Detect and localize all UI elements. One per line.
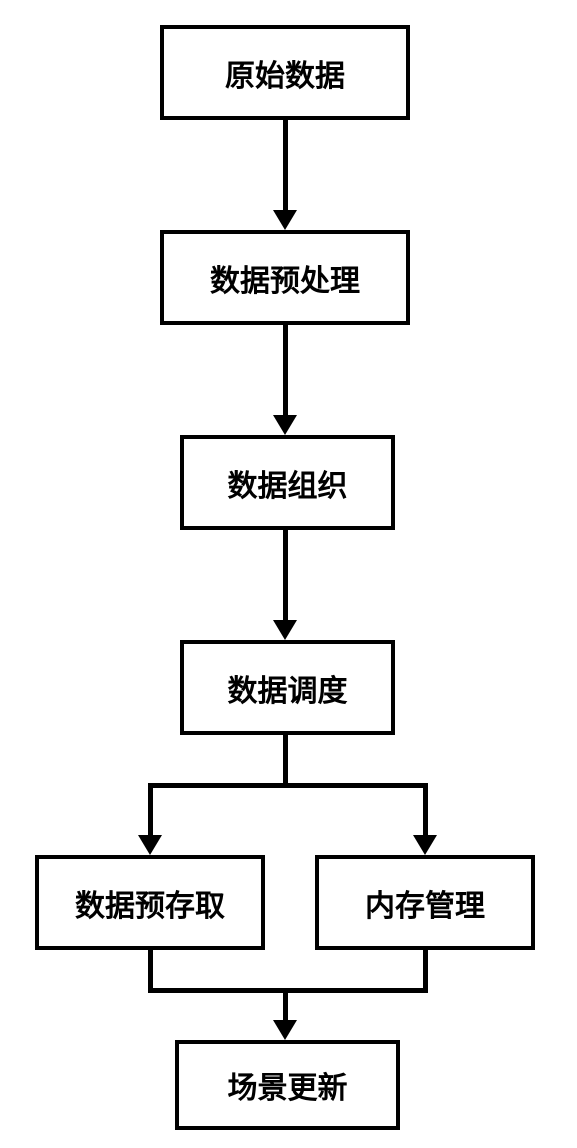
node-label: 内存管理: [365, 881, 485, 925]
flowchart-container: 原始数据 数据预处理 数据组织 数据调度 数据预存取 内存管理: [0, 0, 577, 1148]
arrow-line: [283, 530, 288, 620]
arrow-line: [148, 988, 428, 993]
node-prefetch: 数据预存取: [35, 855, 265, 950]
node-memory-mgmt: 内存管理: [315, 855, 535, 950]
arrow-head-icon: [273, 210, 297, 230]
node-raw-data: 原始数据: [160, 25, 410, 120]
arrow-line: [423, 783, 428, 835]
arrow-head-icon: [413, 835, 437, 855]
arrow-head-icon: [138, 835, 162, 855]
node-label: 场景更新: [228, 1063, 348, 1107]
arrow-line: [423, 950, 428, 990]
node-label: 数据预存取: [75, 881, 225, 925]
arrow-head-icon: [273, 1020, 297, 1040]
arrow-line: [283, 325, 288, 415]
arrow-line: [148, 783, 428, 788]
node-data-schedule: 数据调度: [180, 640, 395, 735]
node-preprocess: 数据预处理: [160, 230, 410, 325]
arrow-line: [283, 735, 288, 785]
arrow-line: [148, 783, 153, 835]
arrow-line: [283, 988, 288, 1020]
node-scene-update: 场景更新: [175, 1040, 400, 1130]
node-label: 原始数据: [225, 51, 345, 95]
node-label: 数据组织: [228, 461, 348, 505]
arrow-head-icon: [273, 415, 297, 435]
arrow-line: [283, 120, 288, 210]
arrow-line: [148, 950, 153, 990]
node-label: 数据调度: [228, 666, 348, 710]
arrow-head-icon: [273, 620, 297, 640]
node-data-org: 数据组织: [180, 435, 395, 530]
node-label: 数据预处理: [210, 256, 360, 300]
